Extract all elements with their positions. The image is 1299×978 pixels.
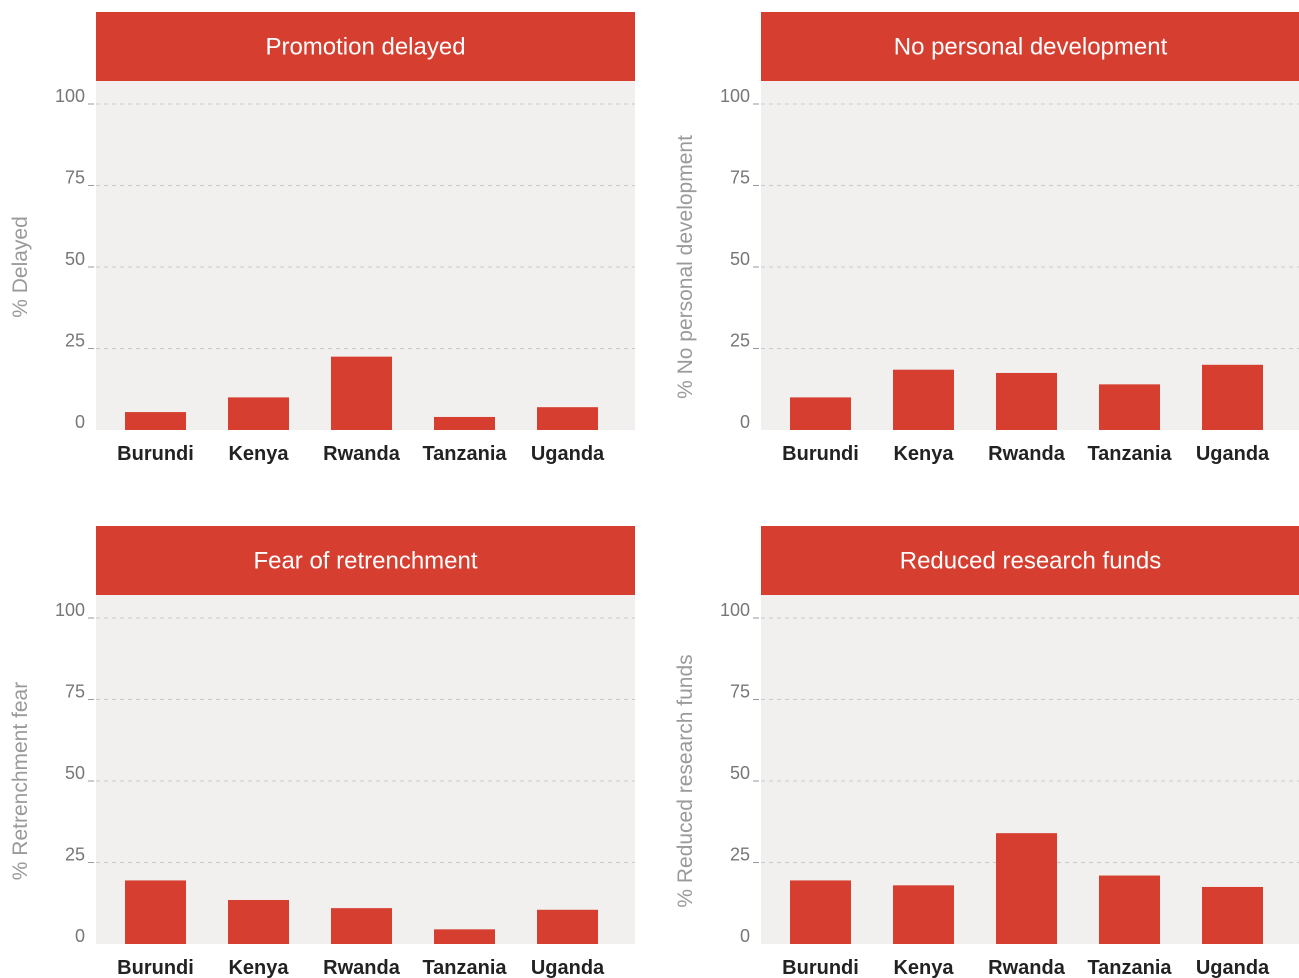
y-tick-label-50: 50 (65, 763, 85, 783)
chart-svg: Fear of retrenchment 0 25 50 75 100 % Retrench… (9, 526, 635, 978)
bar-uganda (1202, 364, 1263, 430)
x-tick-label-tanzania: Tanzania (1087, 443, 1172, 465)
y-tick-label-50: 50 (730, 249, 750, 269)
bar-rwanda (331, 908, 392, 944)
title-band (96, 12, 635, 81)
title-band (761, 526, 1299, 595)
x-tick-label-tanzania: Tanzania (422, 443, 507, 465)
x-tick-label-rwanda: Rwanda (323, 957, 401, 978)
bar-kenya (228, 397, 289, 430)
y-tick-label-0: 0 (740, 926, 750, 946)
y-tick-label-100: 100 (720, 600, 750, 620)
chart-title: Fear of retrenchment (253, 548, 477, 575)
y-tick-label-75: 75 (730, 682, 750, 702)
bar-rwanda (331, 356, 392, 430)
chart-panel-promotion-delayed: Promotion delayed 0 25 50 75 100 % Delayed Buru… (0, 0, 650, 489)
y-axis-label: % No personal development (674, 135, 697, 399)
bar-burundi (125, 880, 186, 944)
bar-rwanda (996, 372, 1057, 430)
bar-uganda (537, 909, 598, 944)
chart-title: Reduced research funds (900, 548, 1162, 575)
bar-burundi (790, 880, 851, 944)
y-axis-label: % Reduced research funds (674, 654, 697, 907)
y-tick-label-75: 75 (730, 168, 750, 188)
y-axis-label: % Delayed (9, 216, 32, 318)
x-tick-label-uganda: Uganda (1196, 957, 1270, 978)
x-tick-label-kenya: Kenya (893, 443, 954, 465)
x-tick-label-rwanda: Rwanda (988, 443, 1066, 465)
chart-svg: Promotion delayed 0 25 50 75 100 % Delayed Buru… (9, 12, 635, 465)
title-band (761, 12, 1299, 81)
y-tick-label-25: 25 (65, 845, 85, 865)
bar-tanzania (434, 929, 495, 944)
bar-kenya (893, 369, 954, 430)
x-tick-label-kenya: Kenya (228, 957, 289, 978)
bar-kenya (893, 885, 954, 944)
x-tick-label-burundi: Burundi (782, 443, 859, 465)
x-tick-label-kenya: Kenya (893, 957, 954, 978)
x-tick-label-tanzania: Tanzania (1087, 957, 1172, 978)
bar-kenya (228, 899, 289, 944)
y-tick-label-25: 25 (730, 845, 750, 865)
y-axis-label: % Retrenchment fear (9, 682, 32, 880)
x-tick-label-uganda: Uganda (531, 443, 605, 465)
y-tick-label-50: 50 (65, 249, 85, 269)
chart-panel-reduced-research-funds: Reduced research funds 0 25 50 75 100 % Reduce… (665, 514, 1299, 978)
bar-uganda (537, 407, 598, 430)
x-tick-label-rwanda: Rwanda (323, 443, 401, 465)
chart-title: Promotion delayed (265, 34, 465, 61)
y-tick-label-25: 25 (65, 331, 85, 351)
y-tick-label-100: 100 (55, 600, 85, 620)
y-tick-label-0: 0 (75, 412, 85, 432)
x-tick-label-kenya: Kenya (228, 443, 289, 465)
y-tick-label-75: 75 (65, 168, 85, 188)
y-tick-label-0: 0 (740, 412, 750, 432)
bar-burundi (125, 412, 186, 430)
chart-panel-no-personal-development: No personal development 0 25 50 75 100 % No pe… (665, 0, 1299, 489)
y-tick-label-0: 0 (75, 926, 85, 946)
chart-svg: No personal development 0 25 50 75 100 % No pe… (674, 12, 1299, 465)
chart-panel-fear-of-retrenchment: Fear of retrenchment 0 25 50 75 100 % Retrench… (0, 514, 650, 978)
bar-uganda (1202, 886, 1263, 944)
y-tick-label-100: 100 (720, 86, 750, 106)
bar-tanzania (434, 416, 495, 430)
bar-tanzania (1099, 384, 1160, 430)
x-tick-label-burundi: Burundi (117, 443, 194, 465)
chart-title: No personal development (894, 34, 1168, 61)
chart-svg: Reduced research funds 0 25 50 75 100 % Reduce… (674, 526, 1299, 978)
x-tick-label-uganda: Uganda (1196, 443, 1270, 465)
bar-rwanda (996, 833, 1057, 944)
x-tick-label-uganda: Uganda (531, 957, 605, 978)
title-band (96, 526, 635, 595)
x-tick-label-tanzania: Tanzania (422, 957, 507, 978)
y-tick-label-75: 75 (65, 682, 85, 702)
x-tick-label-rwanda: Rwanda (988, 957, 1066, 978)
y-tick-label-50: 50 (730, 763, 750, 783)
y-tick-label-100: 100 (55, 86, 85, 106)
bar-tanzania (1099, 875, 1160, 944)
x-tick-label-burundi: Burundi (117, 957, 194, 978)
bar-burundi (790, 397, 851, 430)
x-tick-label-burundi: Burundi (782, 957, 859, 978)
y-tick-label-25: 25 (730, 331, 750, 351)
